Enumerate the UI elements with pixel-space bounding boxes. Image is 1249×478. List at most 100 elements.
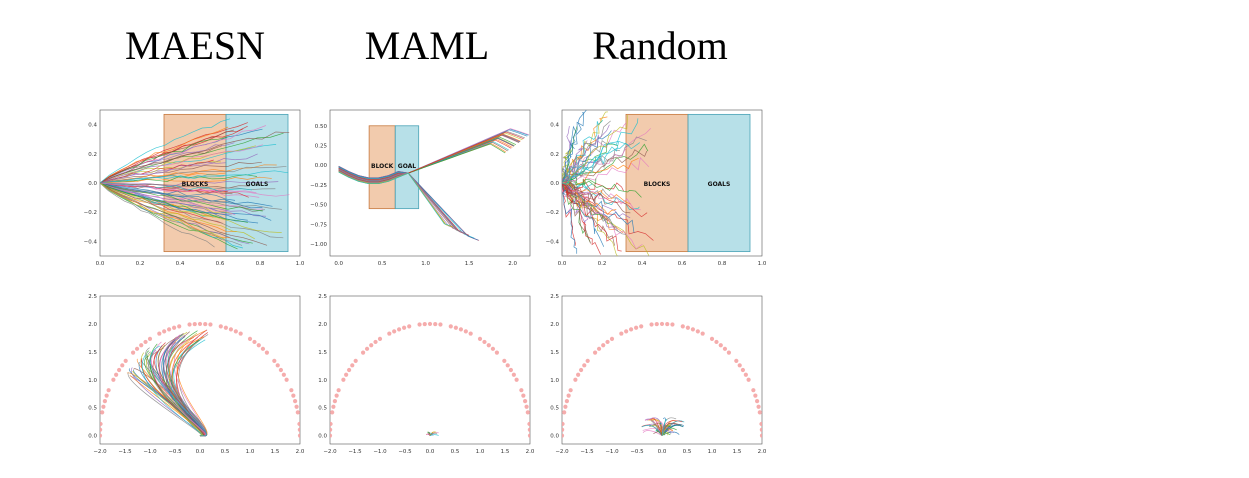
- x-tick-label: 0.0: [558, 261, 567, 267]
- goal-dot: [463, 329, 468, 334]
- trajectory-line: [100, 164, 277, 184]
- trajectory-line: [562, 115, 629, 185]
- goal-dot: [619, 331, 624, 336]
- goal-dot: [718, 343, 723, 348]
- goal-dot: [740, 367, 746, 373]
- trajectory-line: [100, 159, 214, 184]
- y-tick-label: 2.5: [318, 294, 327, 300]
- goal-dot: [100, 410, 105, 415]
- trajectory-line: [100, 182, 232, 216]
- trajectory-line: [562, 182, 601, 255]
- goal-dot: [592, 350, 598, 355]
- trajectory-line: [429, 434, 439, 436]
- goal-dot: [330, 410, 335, 415]
- goal-dot: [297, 433, 300, 438]
- x-tick-label: −1.0: [143, 449, 157, 455]
- trajectory-line: [100, 176, 272, 184]
- goal-dot: [187, 322, 192, 327]
- column-title-random: Random: [592, 23, 728, 68]
- goal-region: [394, 125, 420, 210]
- goal-dot: [709, 336, 715, 341]
- goal-region-label: GOALS: [246, 181, 269, 188]
- trajectory-line: [562, 182, 643, 250]
- trajectory-line: [100, 131, 290, 184]
- chart-random-block: 0.0 0.2 0.4 0.6 0.8 1.0 0.4 0.2 0.0 −0.2 −0.4 BLOCK…: [546, 109, 767, 267]
- x-tick-label: 0.5: [378, 261, 387, 267]
- trajectory-line: [100, 125, 267, 184]
- goal-dot: [659, 321, 665, 327]
- y-tick-label: 0.5: [88, 406, 97, 412]
- trajectory-line: [100, 182, 236, 201]
- goal-dot: [502, 358, 507, 363]
- goal-dot: [297, 427, 300, 432]
- goal-dot: [508, 367, 514, 373]
- goal-dot: [514, 377, 519, 382]
- x-tick-label: 1.0: [476, 449, 485, 455]
- goal-dot: [396, 327, 402, 332]
- goal-dot: [755, 399, 760, 404]
- block-region-label: BLOCKS: [182, 181, 209, 188]
- goal-dot: [564, 399, 569, 404]
- trajectory-line: [562, 182, 627, 235]
- trajectory-line: [100, 182, 253, 192]
- trajectory-line: [651, 417, 663, 436]
- y-tick-label: 1.5: [318, 350, 327, 356]
- goal-dot: [665, 321, 670, 327]
- trajectory-line: [100, 174, 258, 184]
- x-tick-label: −2.0: [555, 449, 569, 455]
- goal-dot: [336, 388, 341, 393]
- plot-frame: [329, 295, 531, 445]
- goal-dot: [104, 393, 109, 398]
- column-title-maesn: MAESN: [124, 23, 266, 68]
- goal-dot: [468, 331, 473, 336]
- goal-dot: [609, 336, 615, 341]
- goal-dot: [341, 377, 346, 382]
- goal-dot: [377, 336, 383, 341]
- goal-dot: [519, 388, 524, 393]
- goal-dot: [147, 336, 153, 341]
- chart-maesn-wheeled: −2.0 −1.5 −1.0 −0.5 0.0 0.5 1.0 1.5 2.0 2.5 2.0 1.5…: [88, 294, 305, 455]
- goal-dot: [295, 410, 300, 415]
- trajectory-line: [100, 182, 249, 223]
- goal-dot: [527, 433, 530, 438]
- y-tick-label: 2.5: [550, 294, 559, 300]
- goal-dot: [585, 358, 590, 363]
- goal-dot: [203, 321, 208, 327]
- trajectory-line: [562, 182, 635, 233]
- trajectory-line: [100, 182, 268, 246]
- goal-dot: [714, 339, 719, 345]
- goal-dot: [566, 393, 571, 398]
- goal-dot: [166, 327, 172, 332]
- goal-dot: [332, 399, 337, 404]
- trajectory-line: [641, 425, 663, 436]
- goal-dot: [111, 377, 116, 382]
- x-tick-label: 2.0: [526, 449, 535, 455]
- goal-dot: [402, 325, 407, 330]
- trajectory-line: [338, 166, 479, 241]
- goal-dot: [331, 404, 336, 409]
- goal-dot: [634, 325, 639, 330]
- goal-dot: [685, 325, 690, 330]
- goal-dot: [218, 324, 223, 329]
- goal-dot: [192, 321, 197, 327]
- goal-dot: [291, 393, 296, 398]
- goal-dot: [330, 421, 333, 427]
- trajectory-line: [562, 140, 619, 184]
- goal-dot: [523, 399, 528, 404]
- plot-frame: [561, 295, 763, 445]
- goal-dot: [573, 377, 578, 382]
- trajectory-line: [562, 143, 618, 184]
- goal-dot: [130, 350, 136, 355]
- goal-dot: [427, 321, 433, 327]
- x-tick-label: −1.5: [348, 449, 362, 455]
- goal-dot: [527, 427, 530, 432]
- chart-maml-block: 0.0 0.5 1.0 1.5 2.0 0.50 0.25 0.00 −0.25 −0.50 −0.…: [310, 109, 531, 267]
- goal-dot: [106, 388, 111, 393]
- goal-dot: [751, 388, 756, 393]
- y-tick-label: −0.75: [310, 222, 327, 228]
- goal-dot: [527, 421, 530, 427]
- x-tick-label: 0.5: [451, 449, 460, 455]
- goal-dot: [433, 321, 438, 327]
- goal-dot: [346, 367, 352, 373]
- x-tick-label: 2.0: [508, 261, 517, 267]
